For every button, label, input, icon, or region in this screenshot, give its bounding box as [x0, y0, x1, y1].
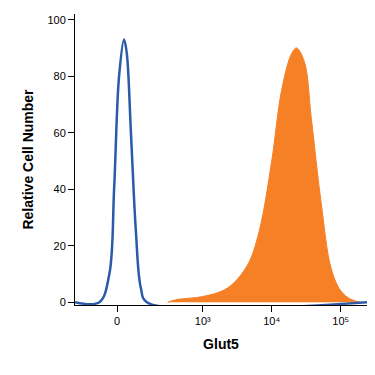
svg-text:10⁵: 10⁵ [332, 315, 349, 327]
svg-text:80: 80 [54, 70, 66, 82]
svg-text:0: 0 [60, 296, 66, 308]
svg-text:100: 100 [47, 14, 65, 26]
svg-text:20: 20 [54, 240, 66, 252]
svg-text:40: 40 [54, 183, 66, 195]
svg-text:Relative Cell Number: Relative Cell Number [20, 89, 36, 230]
svg-text:60: 60 [54, 127, 66, 139]
svg-text:10³: 10³ [195, 315, 211, 327]
svg-text:0: 0 [114, 315, 120, 327]
svg-text:10⁴: 10⁴ [263, 315, 280, 327]
svg-text:Glut5: Glut5 [203, 336, 239, 352]
